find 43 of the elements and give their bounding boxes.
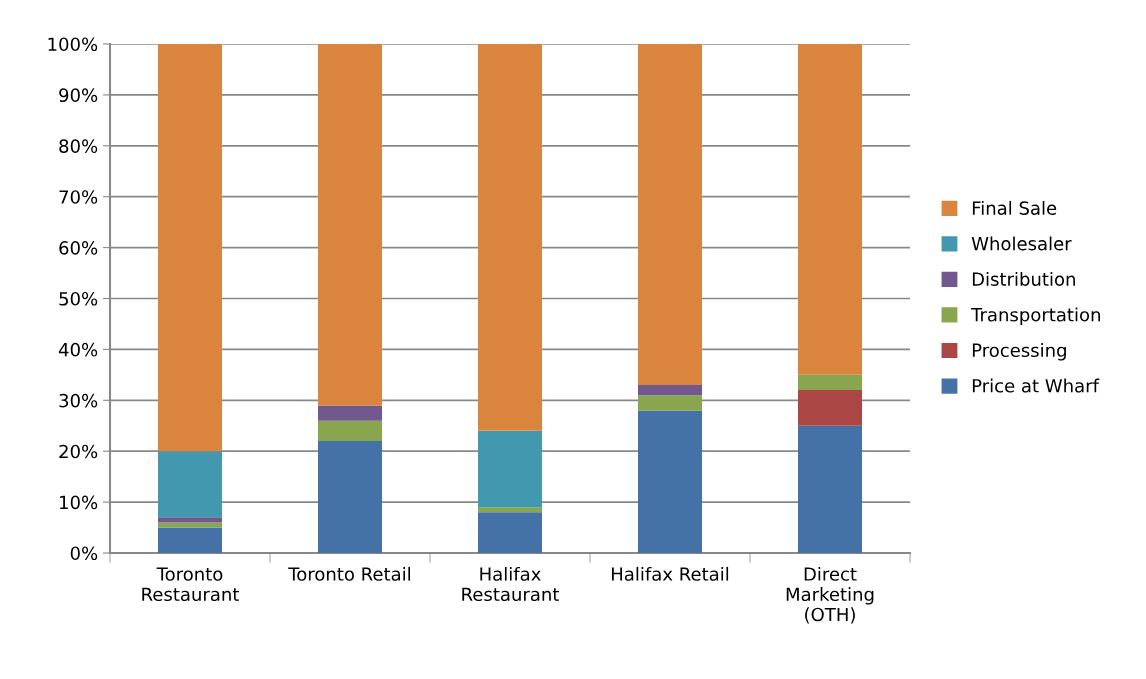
bar	[798, 374, 862, 391]
legend-label: Processing	[972, 343, 1066, 361]
y-tick-label: 0%	[70, 546, 98, 561]
bar	[478, 44, 542, 431]
bar	[478, 430, 542, 508]
bar	[798, 425, 862, 553]
bar	[638, 410, 702, 553]
bar	[158, 44, 222, 452]
bar	[318, 405, 382, 421]
y-tick-label: 60%	[59, 241, 98, 255]
bar	[638, 385, 702, 396]
y-tick-label: 40%	[58, 342, 98, 357]
x-tick-label: Toronto Retail	[288, 566, 411, 581]
bar	[318, 420, 382, 442]
y-tick-label: 20%	[59, 444, 98, 459]
x-tick-label: Halifax Restaurant	[462, 566, 559, 602]
y-tick-label: 80%	[59, 139, 98, 153]
legend-label: Price at Wharf	[972, 378, 1100, 393]
bar	[158, 522, 222, 528]
x-tick-label: Direct Marketing (OTH)	[786, 566, 874, 624]
y-tick-label: 100%	[48, 37, 98, 52]
bar	[638, 395, 702, 411]
y-tick-label: 30%	[59, 393, 98, 408]
bar	[158, 527, 222, 553]
x-tick-label: Toronto Restaurant	[142, 567, 239, 602]
bar	[638, 44, 702, 386]
bar	[478, 512, 542, 553]
bar	[798, 44, 862, 375]
y-tick-label: 10%	[60, 495, 98, 510]
bar	[158, 517, 222, 523]
y-tick-label: 70%	[59, 190, 98, 204]
legend-label: Wholesaler	[971, 236, 1072, 251]
legend-label: Transportation	[971, 307, 1100, 325]
bar	[318, 44, 382, 406]
bar	[158, 451, 222, 518]
bar	[318, 441, 382, 553]
legend-label: Distribution	[972, 272, 1075, 286]
y-tick-label: 90%	[59, 88, 98, 103]
legend-label: Final Sale	[972, 200, 1057, 215]
bar	[478, 507, 542, 513]
y-tick-label: 50%	[59, 291, 98, 306]
bar	[798, 390, 862, 426]
x-tick-label: Halifax Retail	[612, 566, 729, 581]
